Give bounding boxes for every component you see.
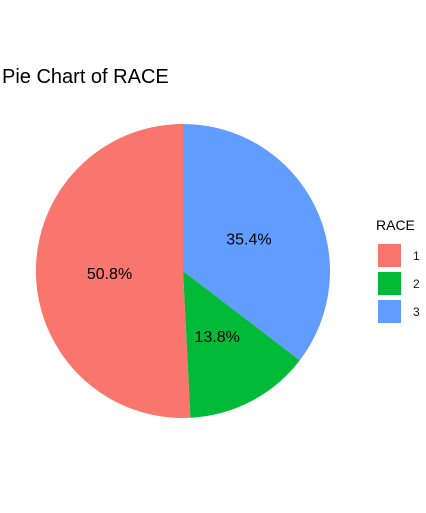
pie-slice-1 <box>35 123 191 418</box>
pie-slice-label-3: 35.4% <box>226 232 271 249</box>
legend-label-2: 2 <box>413 277 420 291</box>
legend-label-3: 3 <box>413 305 420 319</box>
pie-slice-labels: 35.4% 13.8% 50.8% <box>87 232 272 347</box>
legend-swatch-3 <box>378 300 401 323</box>
legend-items: 1 2 3 <box>378 244 420 323</box>
legend-swatch-2 <box>378 272 401 295</box>
legend: RACE 1 2 3 <box>376 217 420 323</box>
legend-title: RACE <box>376 217 415 233</box>
pie-slices <box>35 123 331 418</box>
legend-label-1: 1 <box>413 249 420 263</box>
pie-slice-3 <box>183 124 331 361</box>
pie-slice-label-1: 50.8% <box>87 266 132 283</box>
pie-slice-2 <box>183 271 300 418</box>
pie-slice-label-2: 13.8% <box>195 329 240 346</box>
chart-title: Pie Chart of RACE <box>2 66 169 88</box>
legend-swatch-1 <box>378 244 401 267</box>
